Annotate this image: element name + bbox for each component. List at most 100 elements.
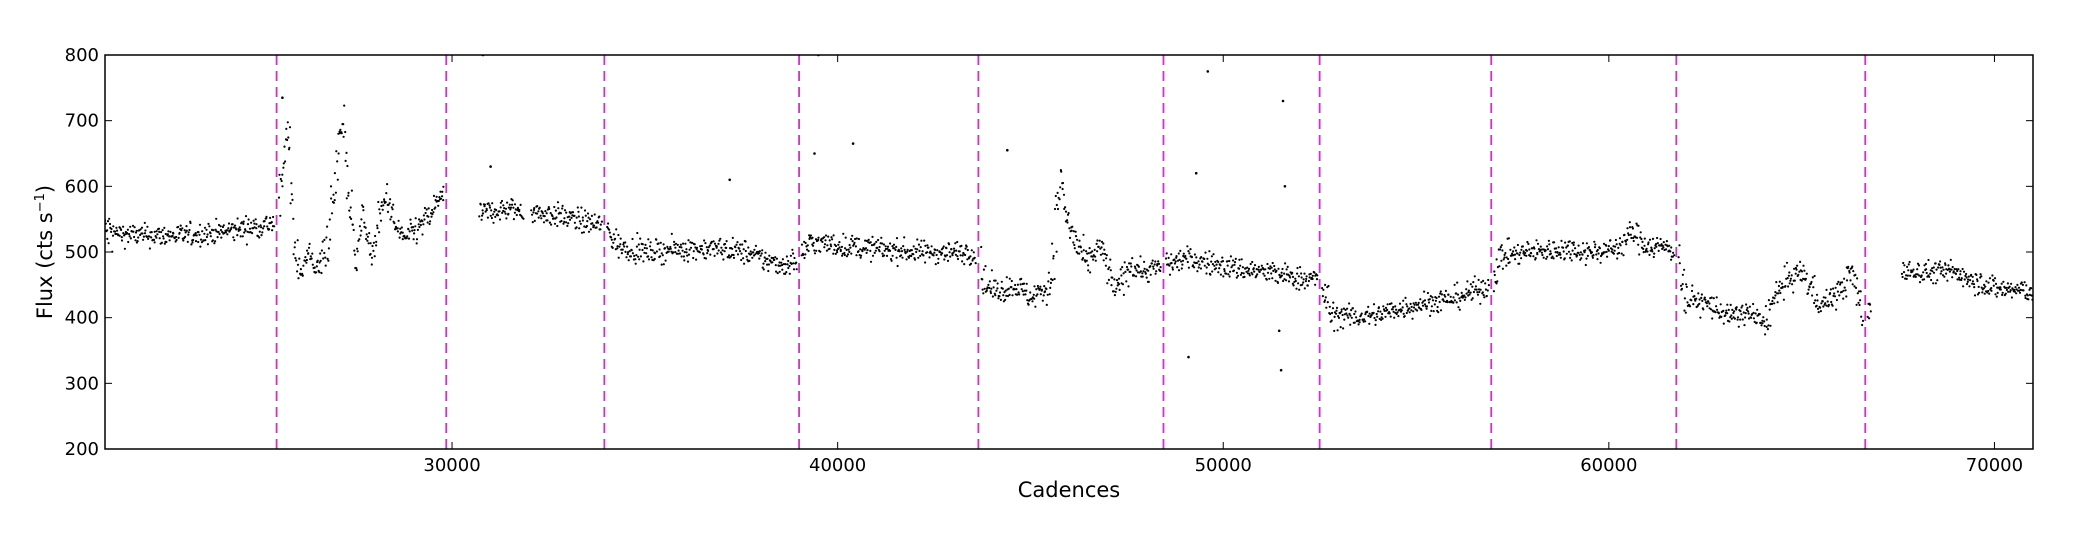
data-point (415, 238, 419, 241)
data-point (824, 234, 828, 237)
data-point (1854, 286, 1858, 289)
data-point (1103, 248, 1106, 251)
data-point (1960, 277, 1963, 280)
segment-boundary-lines (275, 55, 1867, 449)
data-point (1916, 273, 1919, 276)
data-point (1691, 284, 1694, 287)
data-point (390, 215, 393, 218)
data-point (1391, 308, 1394, 311)
data-point (293, 246, 296, 249)
data-point (1544, 249, 1547, 252)
data-point (120, 236, 123, 239)
data-point (1272, 269, 1275, 272)
data-point (1072, 241, 1075, 244)
data-point (336, 160, 339, 163)
data-point (1001, 287, 1004, 290)
data-point (1735, 308, 1738, 311)
data-point (664, 259, 667, 262)
data-point (369, 252, 372, 256)
data-point (643, 246, 646, 250)
data-point (1690, 289, 1694, 293)
data-point (394, 225, 398, 228)
data-point (623, 245, 626, 248)
data-point (1100, 240, 1104, 243)
data-point (1787, 274, 1790, 277)
data-point (1068, 236, 1072, 239)
data-point (361, 204, 364, 207)
data-point (1848, 271, 1851, 274)
data-point (1251, 260, 1254, 264)
data-point (1211, 263, 1214, 266)
data-point (929, 250, 932, 253)
data-point (318, 261, 321, 264)
data-point (1619, 244, 1622, 247)
data-point (735, 249, 738, 252)
data-point (1345, 312, 1348, 315)
data-point (1685, 283, 1688, 286)
data-point (731, 247, 734, 250)
data-point (855, 254, 858, 257)
data-point (318, 271, 321, 274)
data-point (890, 259, 893, 262)
data-point (662, 263, 665, 266)
data-point (1585, 242, 1588, 245)
data-point (2014, 286, 2017, 289)
data-point (1980, 286, 1983, 289)
data-point (932, 254, 935, 257)
data-point (851, 240, 854, 243)
data-point (1456, 281, 1459, 284)
data-point (878, 245, 881, 249)
data-point (1636, 236, 1639, 239)
data-point (860, 254, 863, 257)
data-point (624, 241, 627, 244)
data-point (165, 240, 168, 244)
data-point (981, 288, 984, 291)
data-point (434, 206, 437, 209)
data-point (1514, 249, 1518, 252)
data-point (481, 209, 484, 212)
data-point (1003, 291, 1006, 294)
data-point (1066, 219, 1069, 222)
data-point (1524, 251, 1527, 254)
data-point (561, 207, 564, 210)
data-point (1246, 266, 1249, 269)
data-point (2010, 282, 2013, 285)
data-point (1648, 253, 1651, 256)
data-point (139, 228, 142, 231)
data-point (1121, 266, 1124, 269)
data-point (1117, 277, 1121, 280)
data-point (1789, 279, 1792, 282)
data-point (299, 268, 302, 271)
data-point (188, 228, 191, 232)
data-point (490, 216, 493, 220)
data-point (409, 218, 412, 221)
data-point (1052, 254, 1055, 258)
data-point (1566, 244, 1569, 247)
data-point (1266, 262, 1269, 266)
data-point (1107, 267, 1110, 271)
data-point (787, 259, 790, 263)
data-point (1957, 268, 1960, 271)
data-point (1167, 256, 1170, 259)
data-point (1335, 312, 1338, 315)
data-point (1941, 274, 1945, 277)
data-point (985, 289, 988, 292)
data-point (846, 253, 850, 256)
data-point (1596, 258, 1599, 261)
data-point (674, 251, 677, 254)
data-point (2027, 298, 2030, 301)
data-point (1108, 266, 1111, 269)
data-point (1764, 333, 1767, 336)
data-point (869, 260, 873, 263)
data-point (1067, 212, 1070, 215)
data-point (1469, 291, 1472, 294)
data-point (780, 261, 783, 264)
data-point (1291, 275, 1295, 278)
data-point (1660, 243, 1663, 246)
data-point (645, 252, 648, 255)
data-point (1732, 311, 1735, 315)
data-point (1803, 269, 1806, 272)
data-point (1452, 296, 1455, 299)
data-point (1710, 296, 1713, 299)
data-point (674, 246, 677, 249)
